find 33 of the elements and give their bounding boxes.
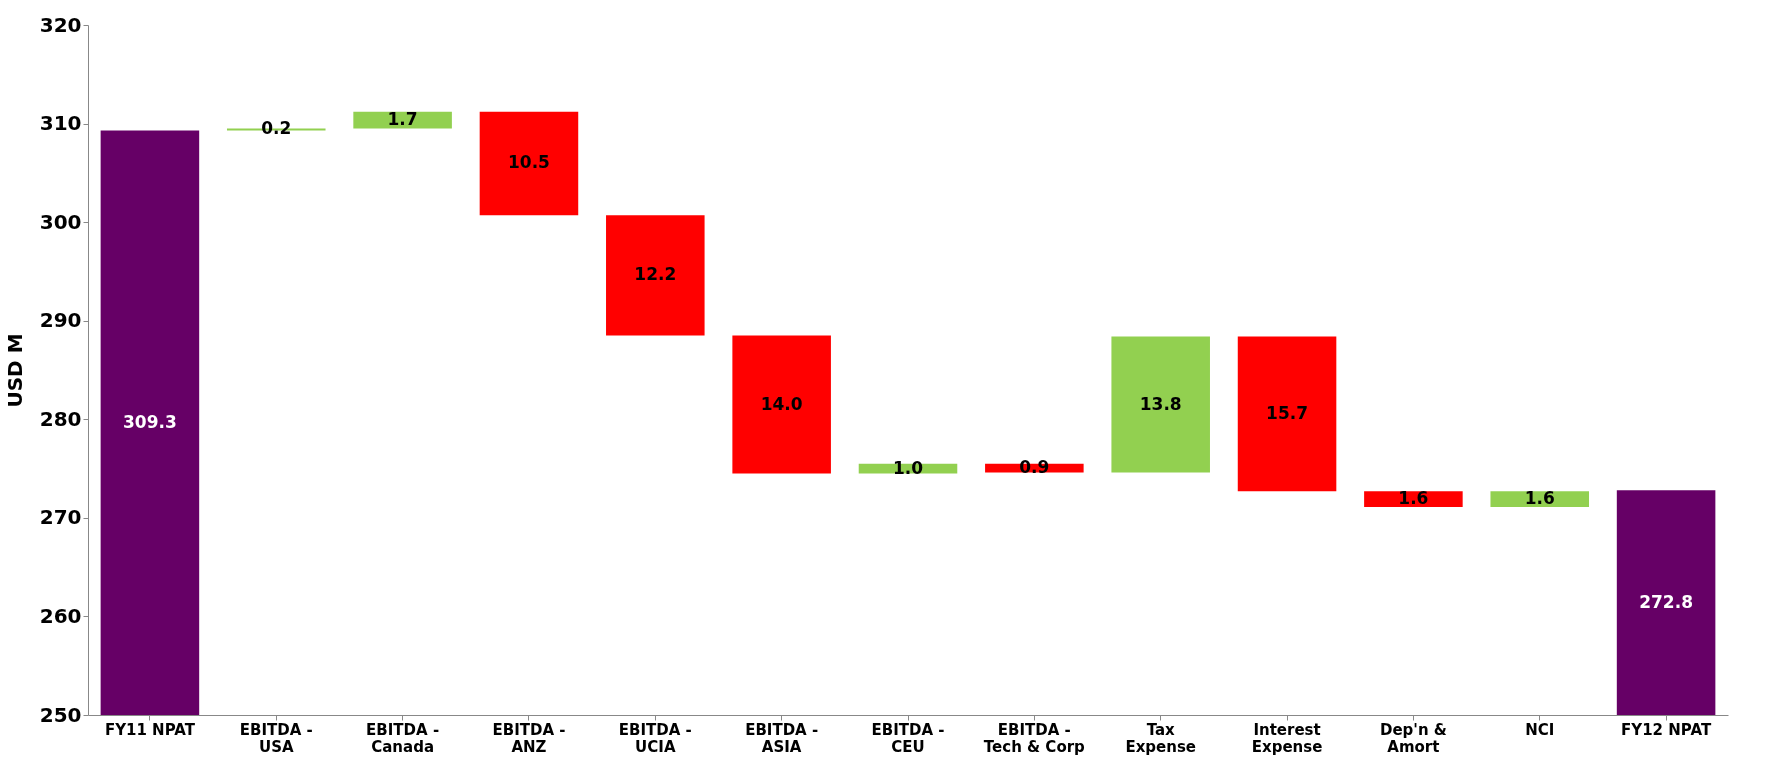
- data-label: 12.2: [634, 264, 677, 285]
- data-label: 15.7: [1266, 402, 1309, 423]
- y-tick-label: 260: [39, 603, 82, 628]
- data-label: 10.5: [507, 152, 550, 173]
- x-tick-label: EBITDA - USA: [239, 720, 313, 756]
- y-axis-title: USD M: [2, 333, 27, 408]
- x-tick-label: EBITDA - Canada: [366, 720, 440, 756]
- y-tick-label: 250: [39, 702, 82, 727]
- y-tick-label: 280: [39, 406, 82, 431]
- x-tick-label: EBITDA - CEU: [871, 720, 945, 756]
- x-tick-label: EBITDA - ASIA: [745, 720, 819, 756]
- x-tick-label: FY12 NPAT: [1621, 720, 1712, 739]
- data-label: 14.0: [760, 393, 803, 414]
- x-tick-label: EBITDA - UCIA: [618, 720, 692, 756]
- y-tick-label: 270: [39, 505, 82, 530]
- data-label: 309.3: [123, 411, 177, 432]
- data-label: 1.6: [1524, 488, 1555, 509]
- data-label: 272.8: [1639, 591, 1693, 612]
- x-tick-label: Tax Expense: [1125, 720, 1197, 756]
- data-label: 1.7: [387, 109, 418, 130]
- y-tick-label: 300: [39, 209, 82, 234]
- x-tick-label: NCI: [1525, 720, 1555, 739]
- data-label: 13.8: [1139, 393, 1182, 414]
- x-tick-label: Interest Expense: [1251, 720, 1323, 756]
- y-tick-label: 310: [39, 111, 82, 136]
- y-tick-label: 320: [39, 12, 82, 37]
- data-label: 1.0: [892, 457, 924, 478]
- x-tick-label: Dep'n & Amort: [1379, 720, 1447, 756]
- x-tick-label: EBITDA - Tech & Corp: [983, 720, 1086, 756]
- y-tick-label: 290: [39, 308, 82, 333]
- x-tick-label: FY11 NPAT: [104, 720, 196, 739]
- x-tick-label: EBITDA - ANZ: [492, 720, 566, 756]
- data-label: 1.6: [1398, 488, 1429, 509]
